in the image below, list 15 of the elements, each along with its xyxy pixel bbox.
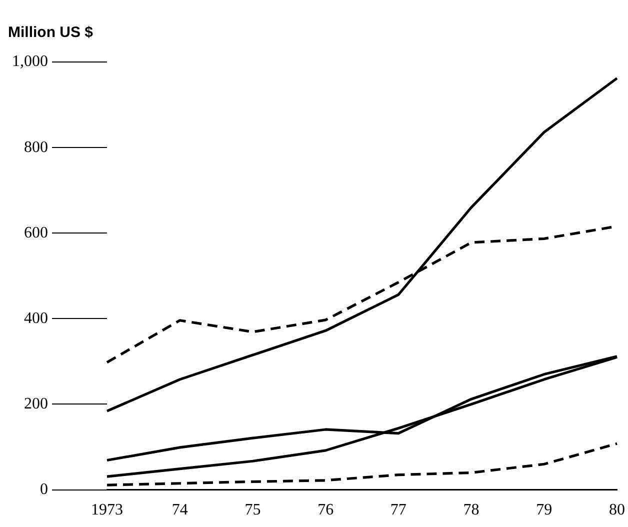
- y-tick-label: 800: [24, 138, 48, 156]
- y-tick-label: 600: [24, 224, 48, 242]
- x-tick-label: 77: [390, 502, 406, 519]
- y-axis-title: Million US $: [8, 24, 94, 42]
- x-tick-label: 75: [244, 502, 261, 519]
- y-tick-label: 1,000: [12, 53, 48, 70]
- y-tick-label: 200: [24, 395, 48, 412]
- x-tick-label: 76: [318, 502, 334, 519]
- x-tick-label: 79: [536, 502, 552, 519]
- x-tick-label: 78: [463, 502, 480, 519]
- x-tick-label: 80: [609, 502, 625, 519]
- x-tick-label: 74: [172, 502, 188, 519]
- y-tick-label: 400: [24, 310, 48, 327]
- x-tick-label: 1973: [91, 502, 123, 519]
- y-tick-label: 0: [40, 481, 48, 498]
